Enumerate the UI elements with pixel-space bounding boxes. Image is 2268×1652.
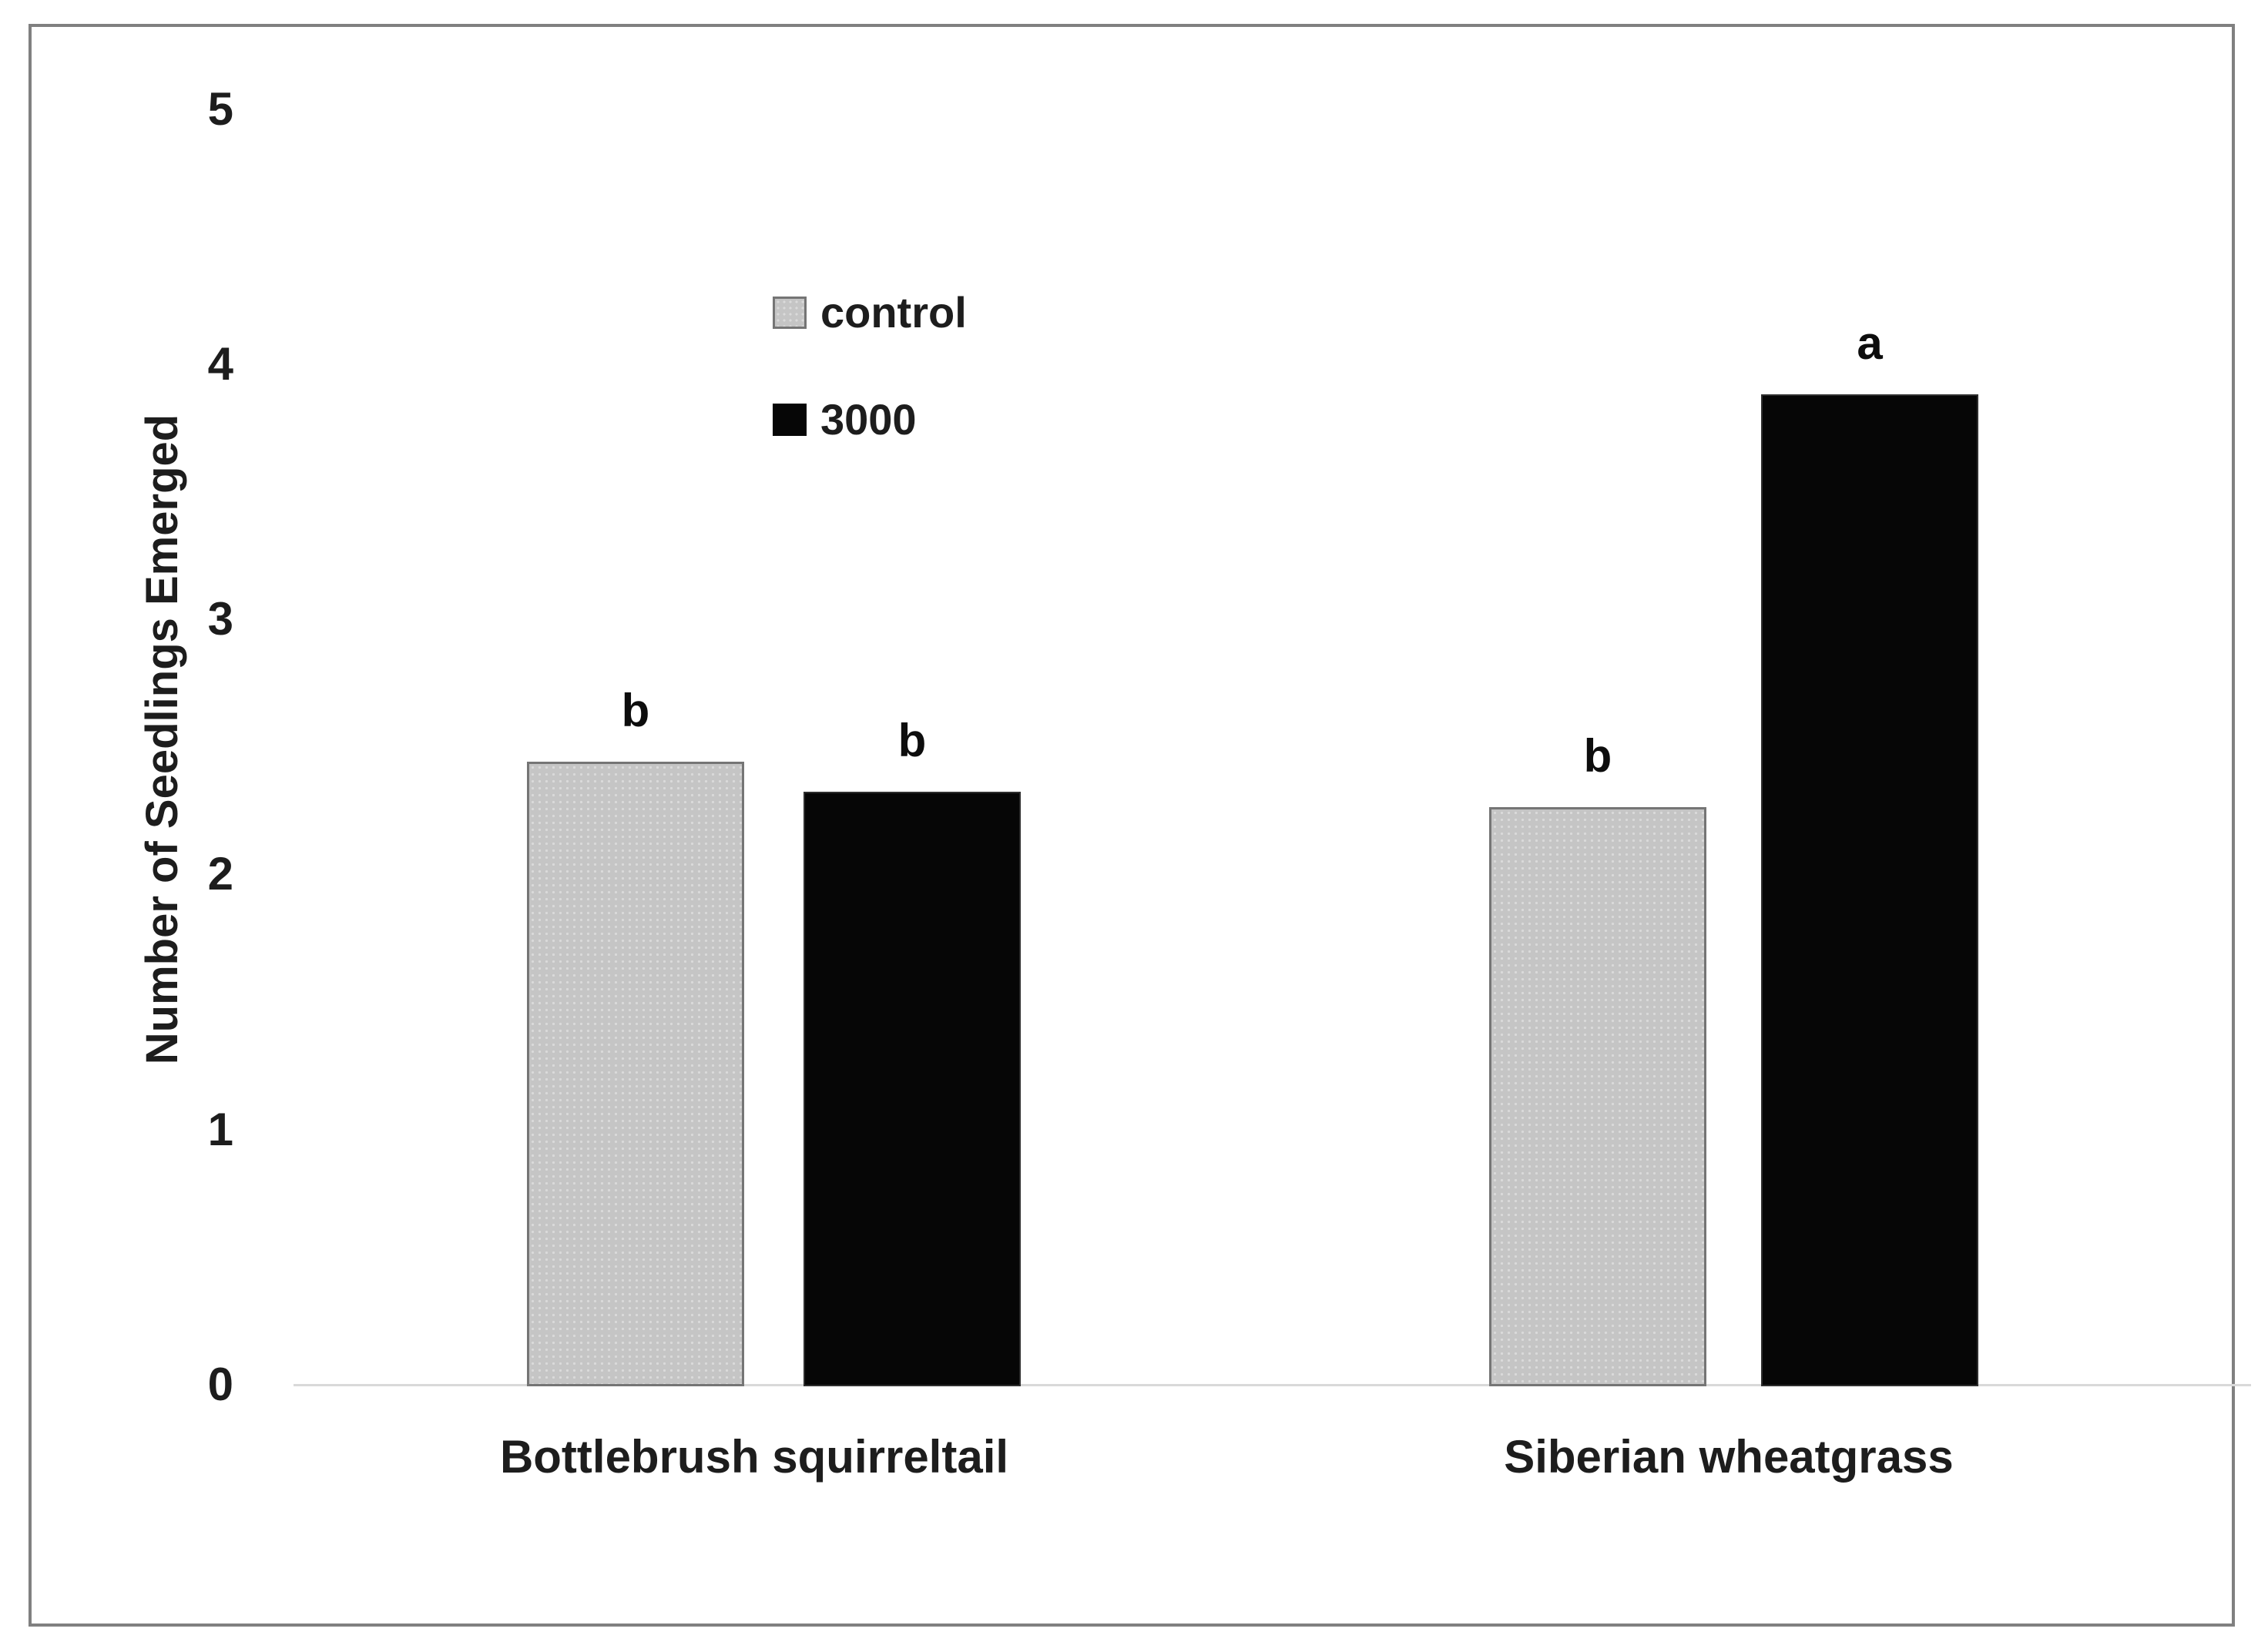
bar-siberian-control	[1489, 807, 1706, 1386]
sig-letter-siberian-control: b	[1583, 730, 1612, 782]
bar-bottlebrush-3000	[804, 792, 1021, 1386]
y-tick-label-4: 4	[207, 338, 233, 390]
y-axis-title: Number of Seedlings Emerged	[137, 414, 187, 1065]
bar-bottlebrush-control	[527, 762, 744, 1386]
legend-label-3000: 3000	[820, 395, 917, 444]
y-tick-label-1: 1	[207, 1104, 233, 1155]
chart-frame: Number of Seedlings Emerged 5 4 3 2 1 0 …	[29, 24, 2251, 1627]
y-tick-label-5: 5	[207, 83, 233, 135]
x-category-label-siberian: Siberian wheatgrass	[1504, 1431, 1954, 1483]
plot-area: b b b a	[294, 109, 2251, 1386]
bar-siberian-3000	[1761, 394, 1978, 1386]
y-tick-label-3: 3	[207, 593, 233, 645]
y-tick-label-2: 2	[207, 848, 233, 900]
x-axis-line	[294, 1384, 2251, 1386]
legend: control 3000	[773, 286, 967, 447]
sig-letter-bottlebrush-3000: b	[897, 715, 927, 766]
legend-swatch-3000-icon	[773, 404, 807, 436]
sig-letter-bottlebrush-control: b	[621, 685, 650, 736]
y-tick-label-0: 0	[207, 1359, 233, 1410]
sig-letter-siberian-3000: a	[1857, 317, 1883, 369]
x-category-label-bottlebrush: Bottlebrush squirreltail	[499, 1431, 1009, 1483]
legend-item-3000: 3000	[773, 393, 967, 447]
legend-item-control: control	[773, 286, 967, 340]
legend-label-control: control	[820, 288, 967, 337]
legend-swatch-control-icon	[773, 297, 807, 329]
